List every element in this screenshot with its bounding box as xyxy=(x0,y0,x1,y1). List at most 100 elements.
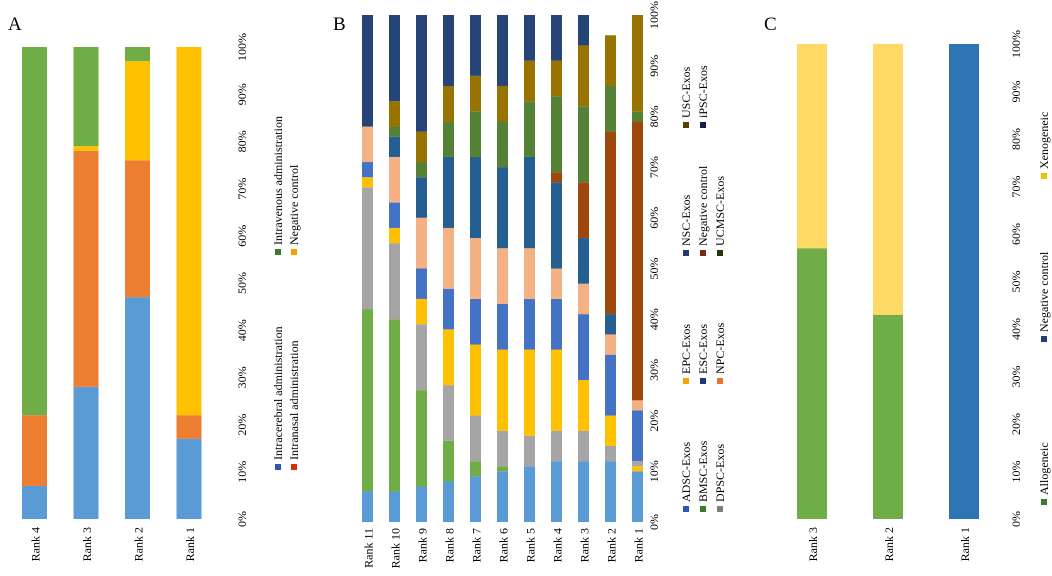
panel-c-ytick-label: 20% xyxy=(1009,413,1023,435)
panel-c-ytick-label: 40% xyxy=(1009,318,1023,340)
panel-b-category-label: Rank 3 xyxy=(578,528,592,562)
panel-b-ytick-label: 60% xyxy=(647,207,661,229)
panel-b-bar-rank-9-seg-1 xyxy=(416,486,427,522)
panel-b-bar-rank-2-seg-7 xyxy=(605,334,616,355)
panel-b-bar-rank-4-seg-12 xyxy=(551,15,562,61)
panel-c-bar-rank-2-xenogeneic xyxy=(873,44,903,315)
panel-b-bar-rank-8-seg-6 xyxy=(443,288,454,330)
panel-b-bar-rank-3-seg-8 xyxy=(578,238,589,284)
panel-c-category-label: Rank 3 xyxy=(806,527,820,561)
panel-c-ytick-label: 0% xyxy=(1009,511,1023,527)
panel-b-legend-label: Negative control xyxy=(696,165,710,246)
panel-b-bar-rank-1-seg-3 xyxy=(632,466,643,472)
panel-b-bar-rank-6-seg-7 xyxy=(497,248,508,304)
panel-b-bar-rank-9-seg-7 xyxy=(416,217,427,269)
panel-c-label: C xyxy=(764,14,777,35)
panel-b-bar-rank-2-seg-8 xyxy=(605,314,616,335)
panel-b-bar-rank-6-seg-12 xyxy=(497,15,508,86)
panel-a-legend-item-intravenous-administration: Intravenous administration xyxy=(271,116,285,255)
panel-a-legend-swatch xyxy=(291,464,297,470)
panel-b-bar-rank-9-seg-4 xyxy=(416,324,427,391)
panel-a-bar-rank-3-intranasal-administration xyxy=(73,150,99,387)
panel-b-legend-label: ESC-Exos xyxy=(696,324,710,374)
panel-a-ytick-label: 70% xyxy=(235,178,249,200)
panel-c-legend-swatch xyxy=(1041,173,1047,179)
panel-a-ytick-label: 20% xyxy=(235,414,249,436)
panel-b-bar-rank-2-seg-9 xyxy=(605,131,616,315)
panel-a-legend-swatch xyxy=(275,464,281,470)
panel-b-legend-swatch xyxy=(683,122,689,128)
panel-a-bar-rank-4-intravenous-administration xyxy=(22,47,47,416)
panel-b-bar-rank-10-seg-2 xyxy=(389,319,400,492)
panel-b-bar-rank-5-seg-11 xyxy=(524,60,535,102)
panel-b-category-label: Rank 7 xyxy=(470,528,484,562)
panel-a-bar-rank-3-intracerebral-administration xyxy=(73,386,99,519)
panel-a-legend-item-intranasal-administration: Intranasal administration xyxy=(287,340,301,470)
panel-a-legend-item-negative-control: Negative control xyxy=(287,164,301,255)
panel-b-bar-rank-10-seg-11 xyxy=(389,101,400,127)
panel-b-bar-rank-10-seg-4 xyxy=(389,243,400,320)
panel-c-ytick-label: 30% xyxy=(1009,366,1023,388)
panel-b-legend-item-negative-control: Negative control xyxy=(696,165,710,256)
panel-b-bar-rank-11-seg-5 xyxy=(362,177,373,188)
panel-a-bar-rank-1-negative-control xyxy=(176,47,202,416)
panel-b-bar-rank-5-seg-8 xyxy=(524,156,535,249)
panel-b-legend-label: ADSC-Exos xyxy=(679,442,693,502)
panel-b-ytick-label: 0% xyxy=(647,514,661,530)
panel-c-ytick-label: 100% xyxy=(1009,30,1023,58)
panel-b-bar-rank-4-seg-8 xyxy=(551,182,562,269)
panel-a-ytick-label: 80% xyxy=(235,130,249,152)
panel-b-bar-rank-8-seg-8 xyxy=(443,156,454,228)
panel-b-bar-rank-5-seg-10 xyxy=(524,101,535,157)
panel-b-category-label: Rank 8 xyxy=(443,528,457,562)
panel-b-legend-swatch xyxy=(700,250,706,256)
panel-b-category-label: Rank 11 xyxy=(362,528,376,568)
panel-b-bar-rank-9-seg-11 xyxy=(416,131,427,163)
panel-b-legend-item-esc-exos: ESC-Exos xyxy=(696,324,710,384)
panel-c-ytick-label: 10% xyxy=(1009,461,1023,483)
panel-b-bar-rank-1-seg-7 xyxy=(632,400,643,411)
panel-b-bar-rank-3-seg-5 xyxy=(578,380,589,431)
panel-c: C Rank 3 Rank 2 Rank 1 0% 10% 20% 30% 40% 50% 60%… xyxy=(764,14,1051,561)
panel-b-bar-rank-9-seg-8 xyxy=(416,177,427,218)
panel-b-bar-rank-3-seg-10 xyxy=(578,106,589,183)
panel-b-ytick-label: 10% xyxy=(647,460,661,482)
panel-b-bar-rank-6-seg-5 xyxy=(497,349,508,431)
panel-c-bar-rank-1-negative-control xyxy=(949,44,979,519)
panel-b-bar-rank-5-seg-4 xyxy=(524,435,535,467)
panel-b-bar-rank-6-seg-2 xyxy=(497,466,508,472)
panel-b-bar-rank-11-seg-6 xyxy=(362,162,373,178)
panel-b-legend-item-epc-exos: EPC-Exos xyxy=(679,324,693,384)
panel-b-legend-item-adsc-exos: ADSC-Exos xyxy=(679,442,693,512)
panel-b-legend-label: DPSC-Exos xyxy=(713,444,727,502)
panel-b-legend-label: EPC-Exos xyxy=(679,324,693,374)
panel-b-legend-label: BMSC-Exos xyxy=(696,440,710,502)
panel-b-bar-rank-7-seg-8 xyxy=(470,156,481,239)
panel-b-bar-rank-1-seg-1 xyxy=(632,471,643,522)
panel-b-ytick-label: 70% xyxy=(647,156,661,178)
panel-b-bar-rank-2-seg-5 xyxy=(605,415,616,446)
panel-b-bar-rank-4-seg-6 xyxy=(551,298,562,350)
panel-c-ytick-label: 60% xyxy=(1009,223,1023,245)
panel-b-legend-label: iPSC-Exos xyxy=(696,65,710,118)
panel-a-legend-swatch xyxy=(291,249,297,255)
panel-b-bar-rank-8-seg-11 xyxy=(443,85,454,122)
panel-b-bar-rank-10-seg-5 xyxy=(389,227,400,244)
panel-c-legend-item-allogeneic: Allogeneic xyxy=(1037,442,1051,505)
panel-b-bar-rank-2-seg-11 xyxy=(605,35,616,86)
panel-a-label: A xyxy=(8,14,22,35)
panel-a-legend-label: Intranasal administration xyxy=(287,340,301,460)
panel-c-bar-rank-3-allogeneic xyxy=(797,248,827,519)
panel-b-bar-rank-5-seg-1 xyxy=(524,466,535,522)
panel-a-bar-rank-3-intravenous-administration xyxy=(73,47,99,147)
panel-b-category-label: Rank 9 xyxy=(416,528,430,562)
panel-b-legend-label: NPC-Exos xyxy=(713,322,727,374)
panel-a-bar-rank-1-intracerebral-administration xyxy=(176,438,202,519)
panel-b-bar-rank-6-seg-4 xyxy=(497,430,508,467)
panel-a-category-label: Rank 4 xyxy=(29,527,43,561)
panel-b-legend-swatch xyxy=(700,506,706,512)
panel-c-bar-rank-3-xenogeneic xyxy=(797,44,827,249)
panel-b-bar-rank-4-seg-11 xyxy=(551,60,562,97)
panel-b-category-label: Rank 10 xyxy=(389,528,403,568)
panel-b-bar-rank-9-seg-5 xyxy=(416,298,427,325)
